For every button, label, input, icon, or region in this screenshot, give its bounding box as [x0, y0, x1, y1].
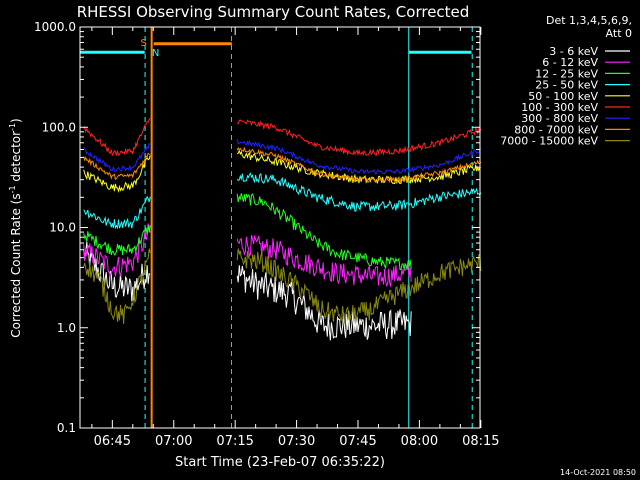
legend-label-0: 3 - 6 keV — [549, 45, 598, 58]
legend-label-7: 800 - 7000 keV — [514, 123, 598, 136]
legend-label-1: 6 - 12 keV — [542, 56, 598, 69]
series-line-6-seg-0 — [83, 142, 151, 173]
series-line-4-seg-1 — [236, 149, 481, 185]
y-tick-label: 0.1 — [57, 421, 76, 435]
series-lines — [83, 117, 482, 341]
chart-title: RHESSI Observing Summary Count Rates, Co… — [77, 3, 470, 21]
y-tick-label: 100.0 — [42, 120, 76, 134]
series-line-2-seg-1 — [236, 193, 412, 271]
x-tick-label: 07:30 — [278, 434, 315, 449]
legend-header-line1: Det 1,3,4,5,6,9, — [546, 14, 632, 27]
axes: 0.1 1.0 10.0 100.0 1000.0 06:45 07:00 07:15 07:3… — [34, 20, 500, 449]
series-line-5-seg-0 — [83, 117, 151, 157]
y-axis-label: Corrected Count Rate (s-1 detector-1) — [8, 118, 23, 337]
y-tick-label: 1000.0 — [34, 20, 76, 34]
series-line-0-seg-0 — [83, 242, 151, 302]
y-axis-label-sup1: -1 — [8, 185, 17, 193]
x-tick-label: 07:45 — [339, 434, 376, 449]
series-line-5-seg-1 — [236, 119, 482, 157]
y-tick-label: 10.0 — [49, 221, 76, 235]
y-axis-label-sup2: -1 — [8, 123, 17, 131]
legend-label-4: 50 - 100 keV — [528, 90, 598, 103]
footer-date: 14-Oct-2021 08:50 — [560, 468, 636, 477]
legend-header-line2: Att 0 — [606, 27, 632, 40]
x-tick-label: 08:15 — [462, 434, 499, 449]
series-line-1-seg-1 — [236, 234, 412, 288]
legend-label-2: 12 - 25 keV — [535, 67, 598, 80]
y-tick-label: 1.0 — [57, 321, 76, 335]
x-axis-label: Start Time (23-Feb-07 06:35:22) — [175, 455, 385, 470]
legend-label-8: 7000 - 15000 keV — [500, 135, 598, 148]
legend-label-3: 25 - 50 keV — [535, 79, 598, 92]
s-flag-label: S — [140, 38, 146, 49]
series-line-7-seg-1 — [236, 146, 482, 184]
y-axis-label-main: Corrected Count Rate (s — [9, 193, 23, 337]
x-tick-label: 06:45 — [94, 434, 131, 449]
n-flag-label: N — [152, 48, 159, 59]
series-line-6-seg-1 — [236, 139, 482, 175]
x-tick-label: 07:15 — [216, 434, 253, 449]
x-tick-label: 08:00 — [401, 434, 438, 449]
series-line-3-seg-1 — [236, 172, 482, 212]
series-line-8-seg-1 — [236, 248, 482, 324]
legend-label-6: 300 - 800 keV — [521, 112, 598, 125]
y-axis-label-end: ) — [9, 118, 23, 123]
series-line-3-seg-0 — [83, 195, 151, 230]
x-tick-label: 07:00 — [155, 434, 192, 449]
series-line-4-seg-0 — [83, 155, 151, 193]
legend-label-5: 100 - 300 keV — [521, 101, 598, 114]
series-line-0-seg-1 — [236, 265, 412, 341]
series-line-7-seg-0 — [83, 152, 151, 181]
series-line-8-seg-0 — [83, 248, 151, 324]
y-axis-label-mid: detector — [9, 131, 23, 186]
series-line-2-seg-0 — [83, 225, 151, 256]
